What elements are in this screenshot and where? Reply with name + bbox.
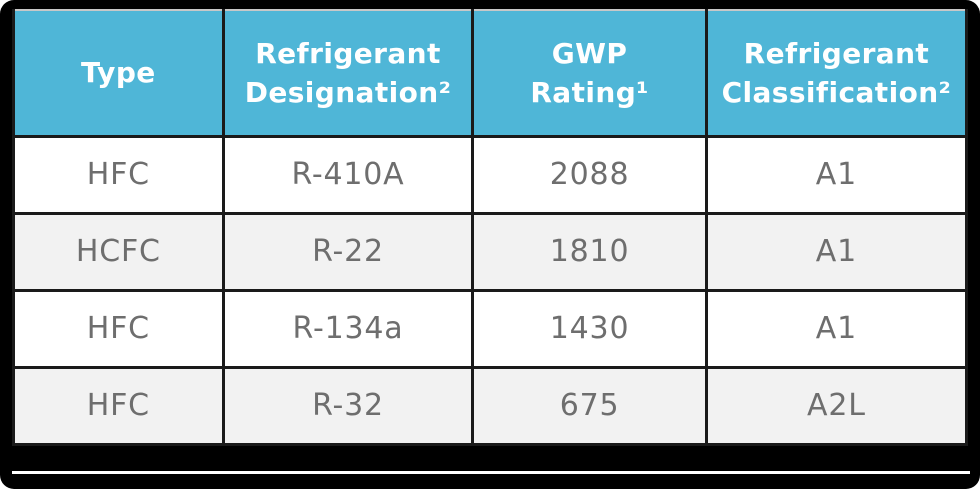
cell-gwp: 2088: [471, 134, 708, 215]
cell-gwp: 675: [471, 365, 708, 446]
table-body: HFC R-410A 2088 A1 HCFC R-22 1810 A1 HFC…: [12, 134, 969, 446]
col-header-classification-line2: Classification²: [721, 75, 952, 109]
cell-gwp: 1430: [471, 288, 708, 369]
col-header-gwp-rating-line2: Rating¹: [530, 75, 649, 109]
col-header-designation-line1: Refrigerant: [255, 36, 441, 70]
cell-designation: R-22: [221, 211, 475, 292]
cell-gwp: 1810: [471, 211, 708, 292]
col-header-designation: Refrigerant Designation²: [221, 9, 475, 138]
col-header-gwp-rating: GWP Rating¹: [471, 9, 708, 138]
cell-designation: R-410A: [221, 134, 475, 215]
cell-classification: A1: [704, 134, 969, 215]
cell-type: HFC: [12, 134, 225, 215]
refrigerant-table: Type Refrigerant Designation² GWP Rating…: [12, 9, 969, 446]
cell-type: HCFC: [12, 211, 225, 292]
cell-type: HFC: [12, 288, 225, 369]
col-header-classification-line1: Refrigerant: [743, 36, 930, 70]
table-row: HFC R-134a 1430 A1: [12, 288, 969, 369]
col-header-gwp-rating-line1: GWP: [551, 36, 628, 70]
col-header-type-line1: Type: [80, 56, 156, 90]
cell-designation: R-32: [221, 365, 475, 446]
table-row: HCFC R-22 1810 A1: [12, 211, 969, 292]
col-header-type: Type: [12, 9, 225, 138]
cell-classification: A1: [704, 211, 969, 292]
col-header-classification: Refrigerant Classification²: [704, 9, 969, 138]
col-header-designation-line2: Designation²: [244, 75, 452, 109]
table-bottom-edge: [12, 471, 970, 474]
cell-classification: A2L: [704, 365, 969, 446]
cell-type: HFC: [12, 365, 225, 446]
header-row: Type Refrigerant Designation² GWP Rating…: [12, 9, 969, 138]
cell-classification: A1: [704, 288, 969, 369]
table-row: HFC R-410A 2088 A1: [12, 134, 969, 215]
table-header: Type Refrigerant Designation² GWP Rating…: [12, 9, 969, 138]
cell-designation: R-134a: [221, 288, 475, 369]
table-row: HFC R-32 675 A2L: [12, 365, 969, 446]
